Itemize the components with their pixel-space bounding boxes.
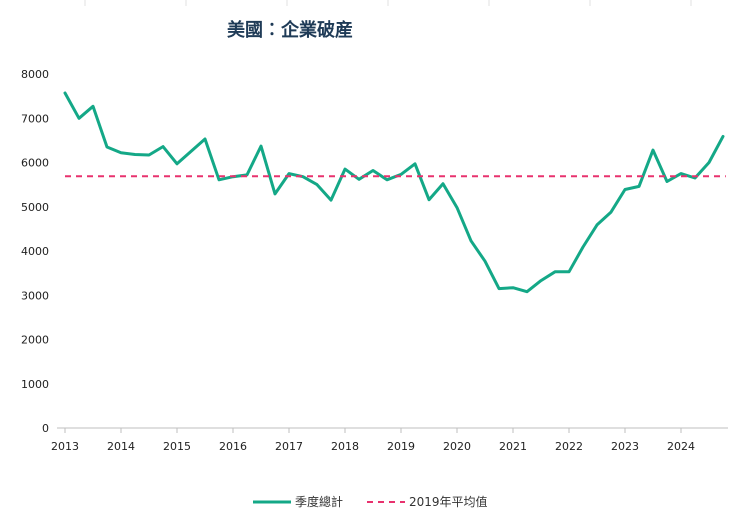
y-tick-label: 1000 (21, 378, 49, 391)
chart-title: 美國︰企業破産 (227, 19, 353, 41)
y-tick-label: 4000 (21, 245, 49, 258)
x-tick-label: 2024 (667, 440, 695, 453)
plot-area: 0 1000 2000 3000 4000 5000 6000 7000 8000 2013 201… (21, 0, 728, 453)
y-tick-label: 5000 (21, 201, 49, 214)
legend-label: 2019年平均值 (409, 494, 488, 509)
x-tick-label: 2016 (219, 440, 247, 453)
y-tick-label: 2000 (21, 334, 49, 347)
legend: 季度總計 2019年平均值 (253, 494, 488, 509)
x-tick-label: 2014 (107, 440, 135, 453)
legend-label: 季度總計 (295, 494, 343, 509)
x-tick-label: 2019 (387, 440, 415, 453)
x-tick-label: 2021 (499, 440, 527, 453)
x-tick-label: 2022 (555, 440, 583, 453)
y-tick-label: 8000 (21, 68, 49, 81)
x-tick-label: 2015 (163, 440, 191, 453)
x-tick-label: 2023 (611, 440, 639, 453)
x-tick-label: 2020 (443, 440, 471, 453)
y-tick-label: 3000 (21, 289, 49, 302)
y-tick-label: 6000 (21, 157, 49, 170)
quarterly-total-line (63, 91, 725, 294)
x-tick-label: 2017 (275, 440, 303, 453)
x-tick-label: 2013 (51, 440, 79, 453)
y-tick-label: 7000 (21, 112, 49, 125)
x-tick-label: 2018 (331, 440, 359, 453)
y-tick-label: 0 (42, 422, 49, 435)
